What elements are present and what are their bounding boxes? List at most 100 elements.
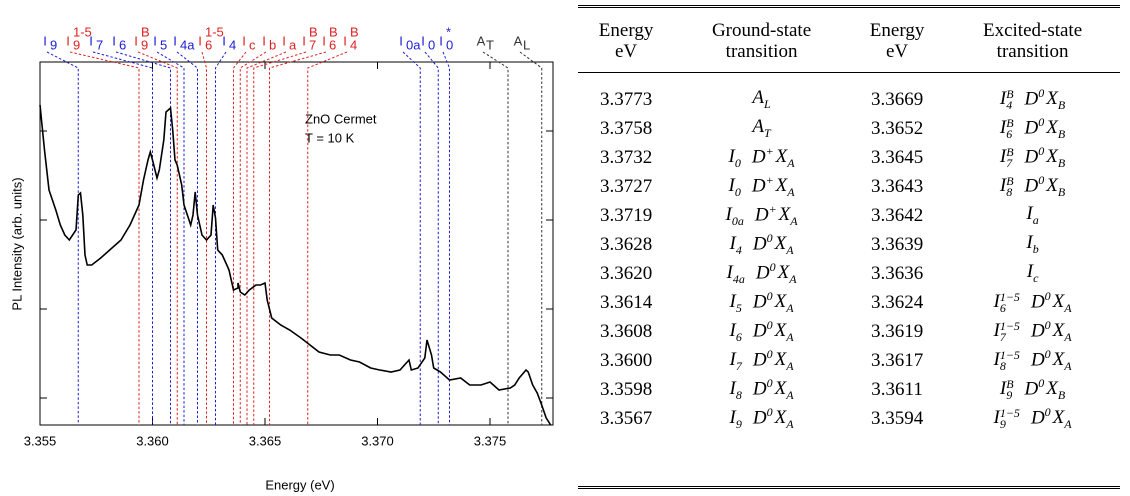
marker-line	[246, 51, 287, 425]
math-token: XA	[1053, 349, 1072, 374]
subscript: 7	[735, 359, 742, 374]
transition-cell: I B 9 D0 XB	[945, 375, 1120, 404]
superscript: B	[1006, 173, 1014, 188]
marker-label-sub: 4a	[180, 37, 195, 52]
math-token: XB	[1046, 88, 1065, 113]
math-token: Ib	[1026, 232, 1038, 257]
superscript: 1−5	[999, 289, 1020, 304]
math-symbol: D	[751, 175, 766, 197]
subscript: c	[1033, 270, 1039, 285]
transition-cell: I4a D0 XA	[674, 259, 849, 288]
transition-cell: Ib	[945, 230, 1120, 259]
marker-label-sub: 7	[96, 37, 103, 52]
subscript: A	[786, 359, 794, 374]
energy-cell: 3.3773	[599, 88, 653, 110]
transition-cell: I5 D0 XA	[674, 288, 849, 317]
marker-line	[253, 51, 307, 425]
math-token: Ia	[1026, 203, 1038, 228]
header-cell: Energy eV	[578, 8, 675, 73]
marker-label: I	[222, 33, 226, 48]
subscript: A	[786, 417, 794, 432]
table-row: 3.3732 I0 D+ XA 3.3645 I B 7 D0 XB	[578, 143, 1120, 172]
transition: I B 6 D0 XB	[999, 114, 1066, 141]
math-symbol: X	[778, 204, 791, 226]
energy-cell: 3.3608	[599, 320, 653, 342]
superscript: 0	[1044, 317, 1051, 332]
marker-label-sub: 6	[329, 37, 336, 52]
math-token: XA	[779, 204, 798, 229]
superscript: 0	[766, 230, 773, 245]
math-symbol: A	[752, 116, 765, 138]
subscript: 9	[735, 417, 742, 432]
transition-cell: I 1−5 9 D0 XA	[945, 404, 1120, 433]
math-token: D0	[1025, 86, 1045, 110]
superscript: 1−5	[999, 405, 1020, 420]
math-token: D0	[1025, 144, 1045, 168]
subscript: A	[786, 330, 794, 345]
subscript: 8	[999, 358, 1006, 373]
math-token: Ic	[1027, 261, 1039, 286]
energy-cell: 3.3620	[599, 262, 653, 284]
marker-line	[201, 51, 207, 425]
subscript: 0a	[731, 214, 744, 229]
subscript: T	[764, 125, 771, 140]
marker-label: A	[477, 33, 486, 48]
header-text: Energy	[869, 20, 925, 41]
math-token: I 1−5 7	[994, 320, 1020, 343]
math-symbol: I	[728, 175, 735, 197]
marker-label: I	[66, 33, 70, 48]
energy-cell: 3.3624	[870, 291, 924, 313]
math-token: I4	[730, 233, 742, 258]
math-symbol: X	[1046, 146, 1058, 168]
math-symbol: X	[1052, 349, 1065, 371]
math-symbol: X	[1052, 407, 1065, 429]
marker-label-sub: 9	[73, 37, 80, 52]
marker-label-sub: 5	[160, 37, 167, 52]
marker-label-sub: 6	[119, 37, 126, 52]
math-symbol: D	[752, 378, 767, 400]
table-row: 3.3758 AT 3.3652 I B 6 D0 XB	[578, 114, 1120, 143]
marker-label-sub: T	[486, 37, 494, 52]
energy-cell: 3.3636	[870, 262, 924, 284]
superscript: 0	[1038, 114, 1045, 129]
header-text: eV	[885, 41, 909, 62]
math-token: XA	[776, 146, 795, 171]
transition: I 1−5 9 D0 XA	[993, 405, 1073, 432]
energy-cell: 3.3758	[599, 117, 653, 139]
marker-label: I	[282, 33, 286, 48]
subscript: B	[1057, 185, 1066, 200]
header-text: Ground-state	[711, 20, 812, 41]
subscript: B	[1057, 156, 1066, 171]
subscript: A	[786, 301, 794, 316]
marker-label: I	[153, 33, 157, 48]
math-symbol: I	[999, 117, 1007, 139]
math-symbol: D	[1024, 146, 1039, 168]
marker-label-sub: 0	[446, 37, 453, 52]
math-symbol: D	[754, 204, 769, 226]
transition-cell: I B 7 D0 XB	[945, 143, 1120, 172]
math-symbol: X	[774, 320, 787, 342]
math-symbol: D	[1024, 117, 1039, 139]
math-token: D0	[1025, 173, 1045, 197]
math-token: I6	[730, 320, 742, 345]
math-symbol: I	[728, 146, 735, 168]
transition: I8 D0 XA	[729, 376, 795, 402]
transition-cell: I4 D0 XA	[674, 230, 849, 259]
energy-cell: 3.3619	[870, 320, 924, 342]
subscript: A	[1064, 417, 1072, 432]
math-token: I 1−5 9	[994, 407, 1020, 430]
transition-cell: I7 D0 XA	[674, 346, 849, 375]
marker-label-sup: 1-5	[73, 24, 92, 39]
x-tick-label: 3.365	[249, 433, 282, 448]
chart: Energy (eV) PL Intensity (arb. units) Zn…	[9, 24, 554, 492]
math-symbol: D	[1030, 407, 1045, 429]
transition: I5 D0 XA	[729, 289, 795, 316]
transition: I7 D0 XA	[729, 347, 795, 374]
marker-label-sub: b	[269, 37, 276, 52]
